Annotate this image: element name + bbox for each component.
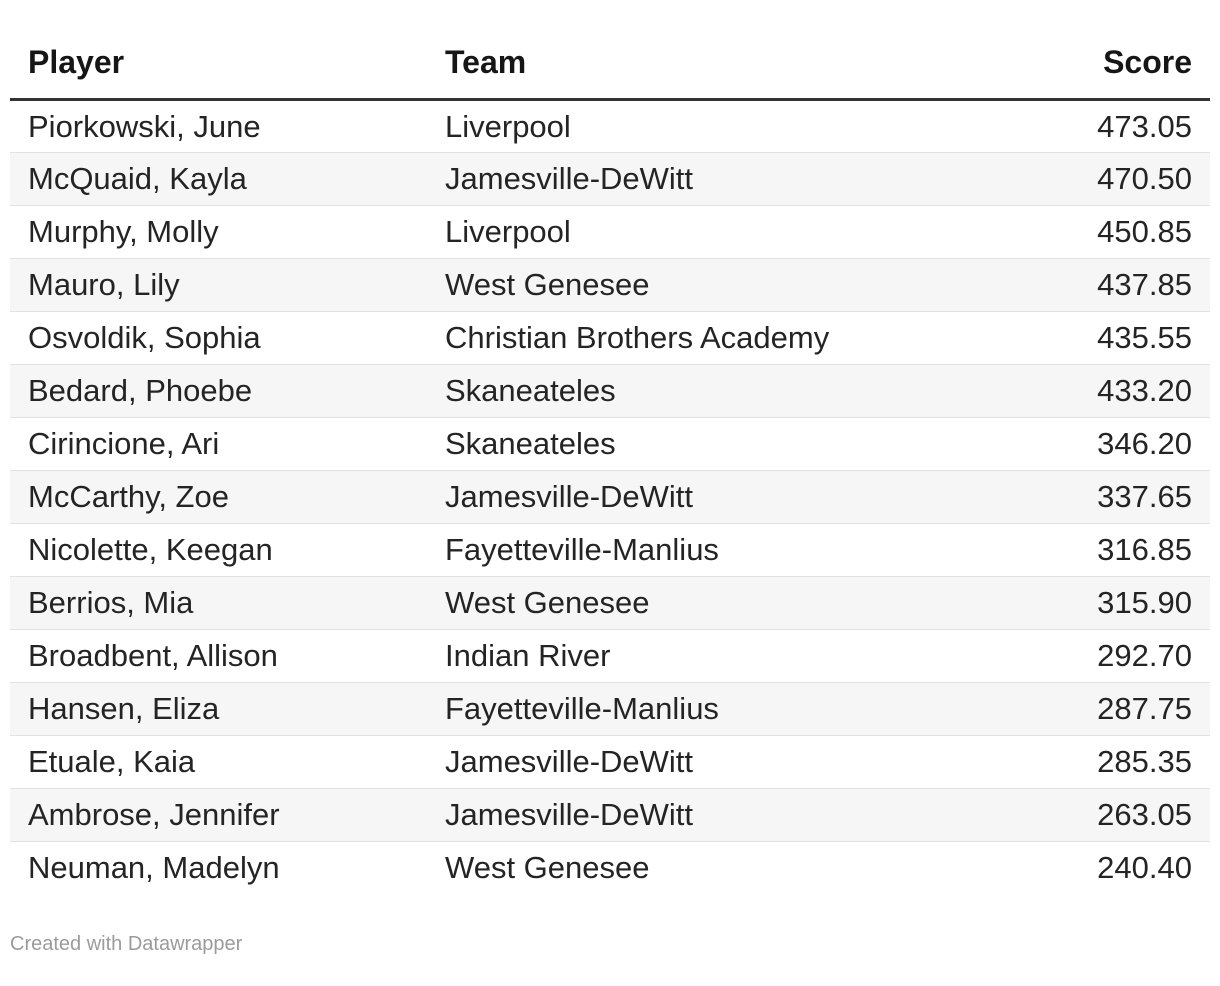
team-cell: Fayetteville-Manlius [445,532,719,567]
team-cell: Skaneateles [445,373,616,408]
player-cell: Osvoldik, Sophia [28,320,261,355]
table-row: Neuman, Madelyn West Genesee 240.40 [10,841,1210,895]
player-cell: McQuaid, Kayla [28,161,247,196]
table-row: Mauro, Lily West Genesee 437.85 [10,258,1210,312]
player-cell: Bedard, Phoebe [28,373,253,408]
team-cell: Christian Brothers Academy [445,320,830,355]
score-cell: 240.40 [1097,850,1192,886]
team-cell: Liverpool [445,108,571,144]
player-cell: Hansen, Eliza [28,691,220,726]
team-cell: Jamesville-DeWitt [445,161,694,196]
table-row: Nicolette, Keegan Fayetteville-Manlius 316… [10,523,1210,577]
player-cell: Cirincione, Ari [28,426,220,461]
team-cell: Jamesville-DeWitt [445,744,694,779]
team-cell: Liverpool [445,214,571,249]
score-cell: 263.05 [1097,797,1192,832]
table-row: Ambrose, Jennifer Jamesville-DeWitt 263.05 [10,788,1210,842]
table-row: Cirincione, Ari Skaneateles 346.20 [10,417,1210,471]
score-cell: 473.05 [1097,108,1192,144]
player-cell: Etuale, Kaia [28,744,196,779]
score-cell: 470.50 [1097,161,1192,196]
team-cell: West Genesee [445,850,650,886]
table-header: Player Team Score [10,30,1210,100]
team-cell: Skaneateles [445,426,616,461]
team-cell: Fayetteville-Manlius [445,691,719,726]
player-cell: McCarthy, Zoe [28,479,229,514]
table-row: Osvoldik, Sophia Christian Brothers Acade… [10,311,1210,365]
scores-table: Player Team Score Piorkowski, June Liverp… [10,30,1210,895]
score-cell: 316.85 [1097,532,1192,567]
player-cell: Murphy, Molly [28,214,219,249]
table-row: Etuale, Kaia Jamesville-DeWitt 285.35 [10,735,1210,789]
score-cell: 337.65 [1097,479,1192,514]
table-row: McQuaid, Kayla Jamesville-DeWitt 470.50 [10,152,1210,206]
score-cell: 437.85 [1097,267,1192,302]
player-cell: Neuman, Madelyn [28,850,280,886]
score-cell: 315.90 [1097,585,1192,620]
team-cell: West Genesee [445,585,650,620]
table-row: Hansen, Eliza Fayetteville-Manlius 287.75 [10,682,1210,736]
column-header-player: Player [28,44,125,80]
column-header-team: Team [445,44,527,80]
team-cell: Jamesville-DeWitt [445,479,694,514]
score-cell: 285.35 [1097,744,1192,779]
score-cell: 450.85 [1097,214,1192,249]
score-cell: 433.20 [1097,373,1192,408]
team-cell: Indian River [445,638,611,673]
table-row: Broadbent, Allison Indian River 292.70 [10,629,1210,683]
table-row: Piorkowski, June Liverpool 473.05 [10,100,1210,153]
player-cell: Ambrose, Jennifer [28,797,280,832]
table-row: Bedard, Phoebe Skaneateles 433.20 [10,364,1210,418]
header-row: Player Team Score [10,30,1210,100]
score-cell: 346.20 [1097,426,1192,461]
player-cell: Berrios, Mia [28,585,194,620]
datawrapper-credit: Created with Datawrapper [10,932,243,955]
table-row: McCarthy, Zoe Jamesville-DeWitt 337.65 [10,470,1210,524]
score-cell: 287.75 [1097,691,1192,726]
player-cell: Nicolette, Keegan [28,532,273,567]
table-container: Player Team Score Piorkowski, June Liverp… [10,30,1210,955]
table-body: Piorkowski, June Liverpool 473.05 McQuaid, … [10,100,1210,895]
table-row: Berrios, Mia West Genesee 315.90 [10,576,1210,630]
team-cell: West Genesee [445,267,650,302]
player-cell: Broadbent, Allison [28,638,278,673]
player-cell: Piorkowski, June [28,108,261,144]
score-cell: 435.55 [1097,320,1192,355]
column-header-score: Score [1103,44,1192,80]
score-cell: 292.70 [1097,638,1192,673]
team-cell: Jamesville-DeWitt [445,797,694,832]
table-row: Murphy, Molly Liverpool 450.85 [10,205,1210,259]
player-cell: Mauro, Lily [28,267,180,302]
